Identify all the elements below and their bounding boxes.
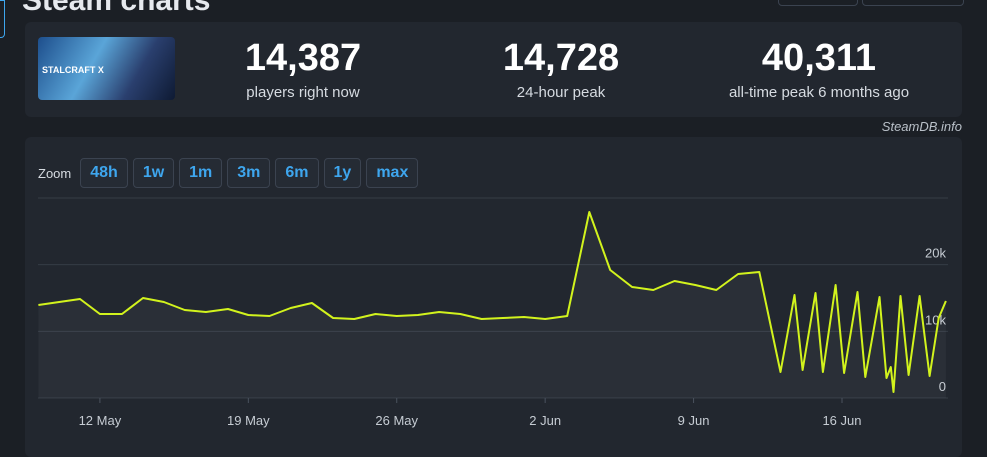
watermark: SteamDB.info bbox=[881, 119, 962, 134]
line bbox=[38, 211, 947, 393]
zoom-button[interactable]: 1w bbox=[132, 158, 175, 188]
zoom-label: Zoom bbox=[38, 165, 72, 181]
stat-value: 14,387 bbox=[244, 37, 362, 79]
zoom-button[interactable]: 6m bbox=[275, 158, 319, 188]
stat-label: players right now bbox=[246, 84, 360, 101]
y-tick-label: 10k bbox=[925, 312, 946, 327]
zoom-button[interactable]: 1y bbox=[323, 158, 362, 188]
x-tick-label: 9 Jun bbox=[678, 413, 710, 428]
stat-value: 40,311 bbox=[761, 37, 877, 79]
x-tick-label: 19 May bbox=[227, 413, 270, 428]
y-tick-label: 20k bbox=[925, 246, 946, 261]
x-tick-label: 26 May bbox=[375, 413, 418, 428]
stat-value: 14,728 bbox=[502, 37, 620, 79]
area bbox=[38, 212, 946, 398]
stats-card: STALCRAFT X bbox=[25, 22, 962, 117]
y-tick-label: 0 bbox=[939, 379, 946, 394]
zoom-bar: Zoom 48h 1w 1m 3m 6m 1y max bbox=[38, 158, 419, 188]
stat-label: all-time peak 6 months ago bbox=[728, 84, 910, 101]
zoom-button[interactable]: 48h bbox=[80, 158, 128, 188]
stat: 40,311 all-time peak 6 months ago bbox=[699, 38, 939, 101]
x-tick-label: 12 May bbox=[79, 413, 122, 428]
top-button[interactable] bbox=[778, 0, 858, 6]
x-tick-label: 2 Jun bbox=[529, 413, 561, 428]
x-tick-label: 16 Jun bbox=[822, 413, 861, 428]
stat: 14,728 24-hour peak bbox=[441, 38, 681, 101]
stat-label: 24-hour peak bbox=[516, 84, 606, 101]
zoom-button[interactable]: 1m bbox=[179, 158, 223, 188]
edge-tab bbox=[0, 0, 5, 38]
chart-card bbox=[25, 137, 962, 457]
top-button[interactable] bbox=[862, 0, 964, 6]
stat: 14,387 players right now bbox=[183, 38, 423, 101]
game-image: STALCRAFT X bbox=[38, 37, 175, 100]
zoom-button[interactable]: max bbox=[366, 158, 419, 188]
zoom-button[interactable]: 3m bbox=[227, 158, 271, 188]
page-title: Steam charts bbox=[22, 0, 211, 17]
